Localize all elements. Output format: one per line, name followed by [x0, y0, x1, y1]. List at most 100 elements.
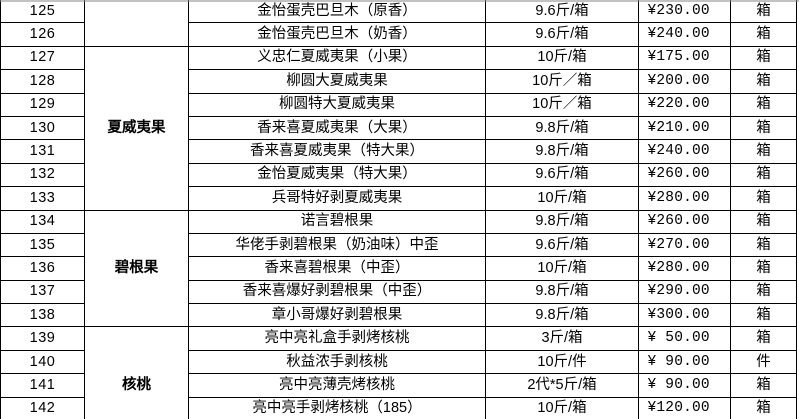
unit-price-cell[interactable]: ¥210.00	[638, 115, 731, 141]
specification-cell[interactable]: 2代*5斤/箱	[485, 373, 639, 398]
row-index-cell[interactable]: 127	[0, 45, 85, 71]
row-index-cell[interactable]: 135	[0, 232, 85, 258]
product-name-cell[interactable]: 章小哥爆好剥碧根果	[188, 303, 486, 328]
unit-cell[interactable]: 箱	[730, 162, 797, 188]
product-name-cell[interactable]: 香来喜碧根果（中歪）	[188, 256, 486, 281]
table-row[interactable]: 139 核桃 亮中亮礼盒手剥烤核桃 3斤/箱 ¥ 50.00 箱	[0, 326, 797, 419]
specification-cell[interactable]: 9.8斤/箱	[485, 279, 639, 305]
unit-cell[interactable]: 箱	[730, 279, 797, 305]
specification-cell[interactable]: 10斤/箱	[485, 396, 639, 419]
specification-cell[interactable]: 9.6斤/箱	[485, 162, 639, 188]
row-index-cell[interactable]: 126	[0, 22, 85, 47]
product-name-cell[interactable]: 香来喜爆好剥碧根果（中歪）	[188, 279, 486, 305]
unit-price-cell[interactable]: ¥240.00	[638, 139, 731, 164]
unit-price-cell[interactable]: ¥260.00	[638, 162, 731, 188]
row-index-cell[interactable]: 136	[0, 256, 85, 281]
unit-price-cell[interactable]: ¥ 50.00	[638, 326, 731, 351]
product-name-cell[interactable]: 亮中亮手剥烤核桃（185）	[188, 396, 486, 419]
specification-cell[interactable]: 10斤/件	[485, 349, 639, 375]
unit-price-cell[interactable]: ¥200.00	[638, 69, 731, 94]
table-row[interactable]: 130 香来喜夏威夷果（大果） 9.8斤/箱 ¥210.00 箱	[0, 115, 797, 141]
unit-price-cell[interactable]: ¥280.00	[638, 186, 731, 211]
table-row[interactable]: 140 秋益浓手剥核桃 10斤/件 ¥ 90.00 件	[0, 349, 797, 375]
specification-cell[interactable]: 10斤/箱	[485, 256, 639, 281]
product-name-cell[interactable]: 柳圆特大夏威夷果	[188, 92, 486, 117]
unit-price-cell[interactable]: ¥260.00	[638, 209, 731, 234]
table-row[interactable]: 141 亮中亮薄壳烤核桃 2代*5斤/箱 ¥ 90.00 箱	[0, 373, 797, 398]
unit-price-cell[interactable]: ¥290.00	[638, 279, 731, 305]
unit-cell[interactable]: 箱	[730, 396, 797, 419]
row-index-cell[interactable]: 125	[0, 0, 85, 24]
specification-cell[interactable]: 10斤/箱	[485, 186, 639, 211]
row-index-cell[interactable]: 140	[0, 349, 85, 375]
unit-cell[interactable]: 箱	[730, 22, 797, 47]
table-row[interactable]: 132 金怡夏威夷果（特大果） 9.6斤/箱 ¥260.00 箱	[0, 162, 797, 188]
unit-cell[interactable]: 箱	[730, 69, 797, 94]
category-cell[interactable]: 核桃	[84, 326, 189, 419]
row-index-cell[interactable]: 142	[0, 396, 85, 419]
table-row[interactable]: 137 香来喜爆好剥碧根果（中歪） 9.8斤/箱 ¥290.00 箱	[0, 279, 797, 305]
row-index-cell[interactable]: 130	[0, 115, 85, 141]
row-index-cell[interactable]: 132	[0, 162, 85, 188]
product-name-cell[interactable]: 华佬手剥碧根果（奶油味）中歪	[188, 232, 486, 258]
unit-price-cell[interactable]: ¥ 90.00	[638, 349, 731, 375]
unit-cell[interactable]: 箱	[730, 186, 797, 211]
table-row[interactable]: 126 金怡蛋壳巴旦木（奶香） 9.6斤/箱 ¥240.00 箱	[0, 22, 797, 47]
row-index-cell[interactable]: 133	[0, 186, 85, 211]
table-row[interactable]: 135 华佬手剥碧根果（奶油味）中歪 9.6斤/箱 ¥270.00 箱	[0, 232, 797, 258]
row-index-cell[interactable]: 134	[0, 209, 85, 234]
row-index-cell[interactable]: 128	[0, 69, 85, 94]
row-index-cell[interactable]: 129	[0, 92, 85, 117]
category-cell[interactable]: 夏威夷果	[84, 45, 189, 211]
unit-cell[interactable]: 箱	[730, 92, 797, 117]
unit-price-cell[interactable]: ¥240.00	[638, 22, 731, 47]
row-index-cell[interactable]: 138	[0, 303, 85, 328]
specification-cell[interactable]: 10斤／箱	[485, 69, 639, 94]
table-row[interactable]: 131 香来喜夏威夷果（特大果） 9.8斤/箱 ¥240.00 箱	[0, 139, 797, 164]
unit-cell[interactable]: 件	[730, 349, 797, 375]
table-row[interactable]: 128 柳圆大夏威夷果 10斤／箱 ¥200.00 箱	[0, 69, 797, 94]
table-row[interactable]: 134 碧根果 诺言碧根果 9.8斤/箱 ¥260.00 箱	[0, 209, 797, 328]
product-name-cell[interactable]: 柳圆大夏威夷果	[188, 69, 486, 94]
unit-price-cell[interactable]: ¥230.00	[638, 0, 731, 24]
unit-cell[interactable]: 箱	[730, 303, 797, 328]
category-cell[interactable]	[84, 0, 189, 47]
product-name-cell[interactable]: 亮中亮薄壳烤核桃	[188, 373, 486, 398]
specification-cell[interactable]: 9.8斤/箱	[485, 209, 639, 234]
unit-cell[interactable]: 箱	[730, 256, 797, 281]
product-name-cell[interactable]: 诺言碧根果	[188, 209, 486, 234]
unit-price-cell[interactable]: ¥120.00	[638, 396, 731, 419]
table-row[interactable]: 138 章小哥爆好剥碧根果 9.8斤/箱 ¥300.00 箱	[0, 303, 797, 328]
unit-cell[interactable]: 箱	[730, 45, 797, 71]
unit-cell[interactable]: 箱	[730, 0, 797, 24]
unit-cell[interactable]: 箱	[730, 232, 797, 258]
product-name-cell[interactable]: 金怡蛋壳巴旦木（原香）	[188, 0, 486, 24]
table-row[interactable]: 127 夏威夷果 义忠仁夏威夷果（小果） 10斤/箱 ¥175.00 箱	[0, 45, 797, 211]
unit-price-cell[interactable]: ¥ 90.00	[638, 373, 731, 398]
table-row[interactable]: 129 柳圆特大夏威夷果 10斤／箱 ¥220.00 箱	[0, 92, 797, 117]
specification-cell[interactable]: 3斤/箱	[485, 326, 639, 351]
table-row[interactable]: 142 亮中亮手剥烤核桃（185） 10斤/箱 ¥120.00 箱	[0, 396, 797, 419]
specification-cell[interactable]: 10斤／箱	[485, 92, 639, 117]
specification-cell[interactable]: 9.8斤/箱	[485, 303, 639, 328]
specification-cell[interactable]: 9.6斤/箱	[485, 0, 639, 24]
specification-cell[interactable]: 9.8斤/箱	[485, 115, 639, 141]
unit-price-cell[interactable]: ¥175.00	[638, 45, 731, 71]
unit-cell[interactable]: 箱	[730, 115, 797, 141]
unit-price-cell[interactable]: ¥300.00	[638, 303, 731, 328]
product-name-cell[interactable]: 香来喜夏威夷果（大果）	[188, 115, 486, 141]
row-index-cell[interactable]: 131	[0, 139, 85, 164]
table-row[interactable]: 136 香来喜碧根果（中歪） 10斤/箱 ¥280.00 箱	[0, 256, 797, 281]
unit-cell[interactable]: 箱	[730, 209, 797, 234]
specification-cell[interactable]: 9.6斤/箱	[485, 22, 639, 47]
product-name-cell[interactable]: 金怡夏威夷果（特大果）	[188, 162, 486, 188]
unit-cell[interactable]: 箱	[730, 373, 797, 398]
unit-cell[interactable]: 箱	[730, 326, 797, 351]
unit-price-cell[interactable]: ¥220.00	[638, 92, 731, 117]
row-index-cell[interactable]: 139	[0, 326, 85, 351]
product-name-cell[interactable]: 义忠仁夏威夷果（小果）	[188, 45, 486, 71]
unit-price-cell[interactable]: ¥280.00	[638, 256, 731, 281]
specification-cell[interactable]: 10斤/箱	[485, 45, 639, 71]
unit-price-cell[interactable]: ¥270.00	[638, 232, 731, 258]
unit-cell[interactable]: 箱	[730, 139, 797, 164]
